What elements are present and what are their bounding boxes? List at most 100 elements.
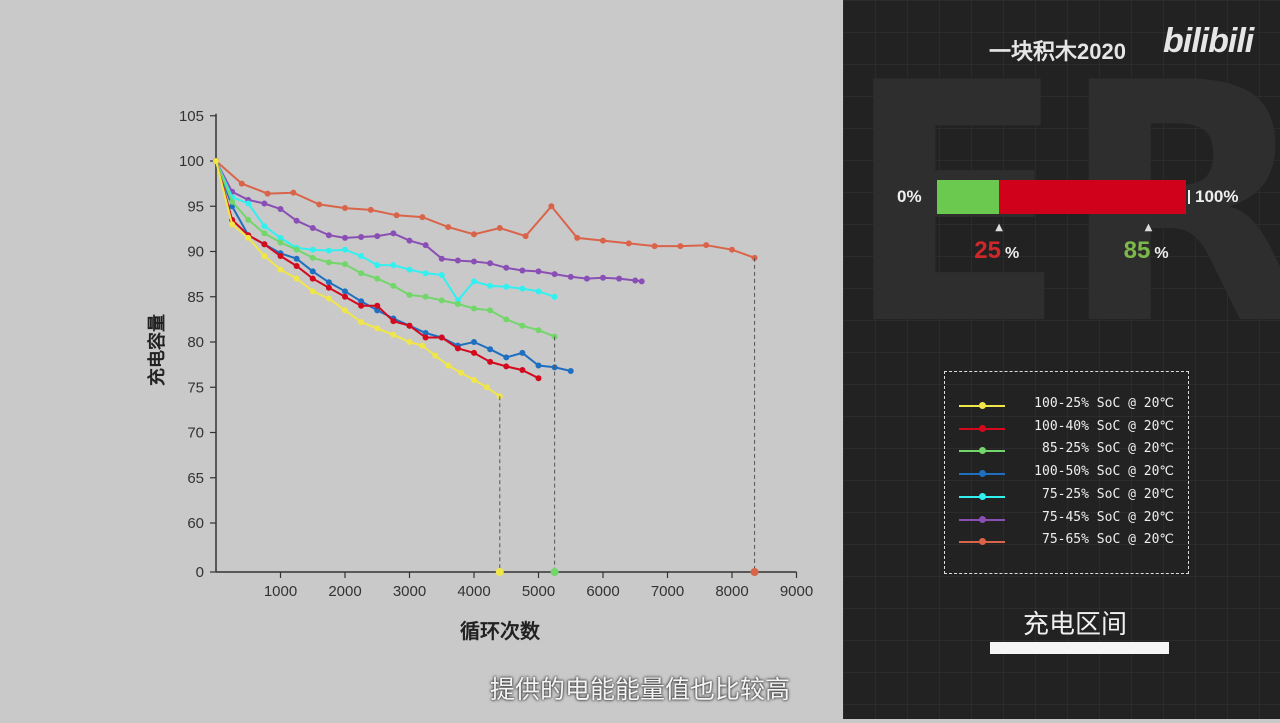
data-point — [600, 237, 606, 244]
data-point — [503, 316, 510, 323]
data-point — [393, 212, 400, 219]
data-point — [374, 325, 381, 332]
data-point — [213, 158, 219, 164]
data-point — [277, 205, 284, 212]
series-2 — [213, 158, 542, 382]
data-point — [438, 255, 445, 262]
data-point — [358, 298, 365, 305]
legend-swatch-dot — [979, 515, 986, 523]
data-point — [454, 345, 461, 352]
legend-entry: 100-50% SoC @ 20℃ — [959, 464, 1184, 484]
data-point — [390, 318, 397, 325]
data-point — [632, 277, 639, 284]
high-mark-number: 85 — [1123, 237, 1151, 264]
data-point — [519, 322, 526, 329]
chart-panel: 0 60 65 70 75 80 85 90 95 100 105 1000 2000 3000 4000 5… — [146, 107, 814, 643]
data-point — [309, 246, 316, 253]
x-tick-label: 2000 — [328, 583, 361, 600]
series-line — [215, 160, 539, 380]
data-point — [277, 239, 284, 246]
y-tick-label: 75 — [187, 379, 204, 396]
legend-label: 100-50% SoC @ 20℃ — [1034, 464, 1174, 480]
data-point — [422, 329, 429, 336]
data-point — [454, 300, 461, 307]
x-tick-label: 9000 — [780, 583, 813, 600]
data-point — [390, 262, 397, 269]
data-point — [325, 295, 332, 302]
data-point — [406, 237, 413, 244]
y-tick-label: 90 — [187, 244, 204, 261]
data-point — [358, 253, 365, 260]
data-point — [535, 268, 542, 275]
legend-swatch-dot — [979, 402, 986, 409]
data-point — [309, 288, 316, 295]
data-point — [406, 291, 413, 298]
data-point — [277, 234, 284, 241]
data-point — [487, 307, 494, 314]
data-point — [374, 233, 381, 240]
x-tick-label: 8000 — [715, 583, 748, 600]
x-axis-end-marker — [495, 568, 504, 576]
range-used-segment — [999, 180, 1186, 214]
data-point — [503, 363, 510, 370]
data-point — [551, 293, 558, 300]
x-axis-end-marker — [750, 568, 759, 576]
data-point — [245, 200, 252, 207]
data-point — [519, 349, 526, 356]
series-line — [215, 160, 555, 303]
series-line — [215, 160, 555, 338]
data-point — [238, 180, 245, 187]
data-point — [290, 189, 297, 196]
y-tick-label: 105 — [179, 108, 204, 125]
data-point — [535, 327, 542, 334]
data-point — [316, 201, 323, 208]
data-point — [277, 266, 284, 273]
data-point — [261, 230, 268, 237]
y-tick-label: 0 — [196, 564, 204, 581]
data-point — [535, 288, 542, 295]
video-subtitle: 提供的电能能量值也比较高 — [489, 675, 790, 704]
cycle-capacity-chart: 0 60 65 70 75 80 85 90 95 100 105 1000 2000 3000 4000 5… — [146, 108, 813, 643]
y-tick-label: 65 — [187, 470, 204, 487]
data-point — [519, 367, 526, 374]
legend-swatch-dot — [979, 447, 986, 455]
data-point — [390, 331, 397, 338]
range-end-tick — [1188, 190, 1190, 204]
data-point — [277, 253, 284, 260]
data-point — [471, 377, 477, 384]
data-point — [471, 305, 477, 312]
data-point — [229, 221, 236, 228]
low-marker-triangle-icon: ▲ — [995, 222, 1003, 233]
data-point — [487, 282, 494, 289]
x-tick-label: 1000 — [264, 583, 297, 600]
data-point — [245, 216, 252, 223]
data-point — [293, 255, 300, 262]
legend-label: 75-65% SoC @ 20℃ — [1042, 532, 1174, 548]
legend-swatch-dot — [979, 424, 986, 432]
data-point — [374, 307, 381, 314]
data-point — [438, 297, 445, 304]
data-point — [422, 242, 429, 249]
series-4 — [213, 158, 574, 374]
data-point — [309, 224, 316, 231]
legend-label: 75-45% SoC @ 20℃ — [1042, 509, 1174, 525]
data-point — [419, 214, 426, 221]
legend-label: 75-25% SoC @ 20℃ — [1042, 486, 1174, 502]
data-point — [245, 234, 252, 241]
data-point — [548, 203, 555, 210]
data-point — [406, 339, 413, 345]
data-point — [625, 240, 632, 247]
data-point — [374, 302, 381, 309]
data-point — [390, 230, 397, 237]
data-point — [651, 243, 658, 250]
x-axis-end-marker — [550, 568, 559, 576]
data-point — [419, 342, 426, 349]
data-point — [342, 205, 348, 212]
low-mark-value: 25% — [974, 237, 1019, 265]
data-point — [374, 275, 381, 282]
data-point — [325, 247, 332, 254]
data-point — [342, 246, 348, 253]
x-tick-label: 6000 — [586, 583, 619, 600]
data-point — [600, 274, 606, 281]
data-point — [487, 260, 494, 267]
